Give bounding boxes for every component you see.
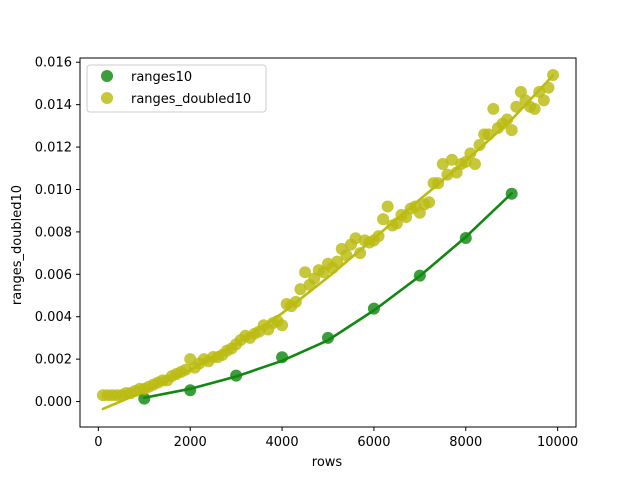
ranges_doubled10-point xyxy=(446,153,458,166)
axes-frame xyxy=(79,57,577,428)
ranges_doubled10-point xyxy=(468,158,481,171)
x-tick-label: 0 xyxy=(94,435,102,450)
ranges_doubled10-point xyxy=(487,102,500,115)
y-tick-label: 0.000 xyxy=(35,395,72,410)
legend-marker-ranges_doubled10 xyxy=(101,92,113,104)
y-tick-label: 0.010 xyxy=(35,183,72,198)
y-tick-label: 0.004 xyxy=(35,310,72,325)
legend-label-ranges10: ranges10 xyxy=(131,70,192,85)
ranges_doubled10-point xyxy=(464,147,477,160)
x-axis-title: rows xyxy=(312,455,343,470)
legend-box xyxy=(86,64,267,113)
y-tick-label: 0.008 xyxy=(35,225,72,240)
axes: 0 2000 4000 6000 8000 10000 0.000 0.002 0.004 0.0… xyxy=(35,56,579,450)
ranges_doubled10-point xyxy=(473,138,486,151)
ranges_doubled10-point xyxy=(423,196,436,209)
ranges_doubled10-point xyxy=(505,124,518,137)
plot-area xyxy=(96,68,560,411)
y-tick-label: 0.016 xyxy=(35,56,72,71)
ranges_doubled10-point xyxy=(381,200,394,213)
legend-marker-ranges10 xyxy=(101,70,113,82)
ranges_doubled10-point xyxy=(276,319,289,332)
x-tick-label: 8000 xyxy=(449,435,482,450)
y-axis-title: ranges_doubled10 xyxy=(10,185,25,305)
ranges_doubled10-point xyxy=(299,266,312,279)
ranges_doubled10-point xyxy=(354,247,367,260)
legend-label-ranges_doubled10: ranges_doubled10 xyxy=(131,92,251,107)
ranges_doubled10-point xyxy=(377,213,390,226)
y-tick-label: 0.012 xyxy=(35,141,72,156)
y-tick-label: 0.006 xyxy=(35,268,72,283)
x-tick-label: 6000 xyxy=(357,435,390,450)
ranges_doubled10-point xyxy=(537,94,550,107)
x-tick-label: 4000 xyxy=(266,435,299,450)
ranges_doubled10-point xyxy=(294,283,307,296)
y-tick-label: 0.014 xyxy=(35,98,72,113)
x-tick-label: 2000 xyxy=(174,435,207,450)
ranges_doubled10-point xyxy=(349,232,362,245)
ranges_doubled10-fit-line xyxy=(101,74,555,411)
legend: ranges10 ranges_doubled10 xyxy=(86,64,267,113)
ranges_doubled10-point xyxy=(528,102,541,115)
ranges_doubled10-point xyxy=(331,255,344,268)
ranges_doubled10-point xyxy=(436,158,449,171)
x-tick-label: 10000 xyxy=(537,435,578,450)
y-tick-label: 0.002 xyxy=(35,353,72,368)
ranges10-fit-line xyxy=(143,192,514,400)
